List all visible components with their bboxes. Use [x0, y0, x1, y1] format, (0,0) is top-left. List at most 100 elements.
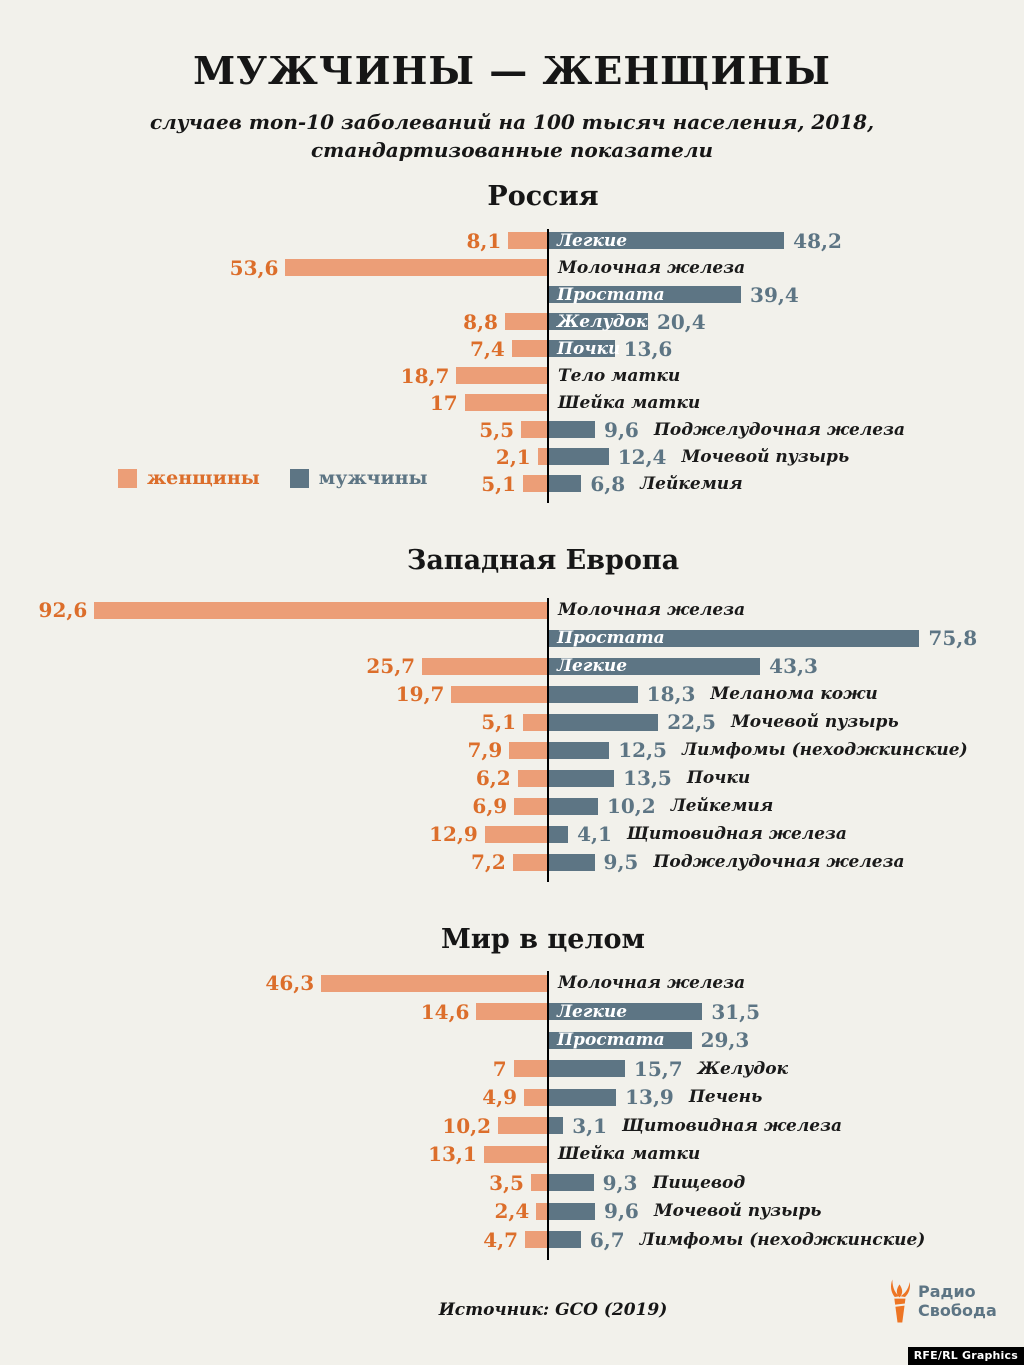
men-value-cluster: 6,8 Лейкемия: [590, 470, 742, 497]
men-value: 9,5: [603, 850, 639, 874]
women-bar: [483, 1145, 548, 1163]
men-value-cluster: 75,8: [928, 624, 977, 652]
women-bar: [537, 448, 548, 465]
women-value: 92,6: [38, 598, 88, 622]
men-value: 9,6: [604, 417, 639, 442]
women-value: 8,8: [463, 309, 498, 334]
men-value-cluster: 15,7 Желудок: [634, 1055, 788, 1084]
category-label: Мочевой пузырь: [681, 446, 850, 467]
women-value: 7: [492, 1056, 507, 1081]
men-bar: Простата: [548, 628, 920, 648]
chart-world: 46,3 Молочная железа 14,6 Легкие 31,5 Простат…: [0, 969, 1024, 1260]
chart-row: 4,9 13,9 Печень: [0, 1083, 1024, 1112]
chart-row: 92,6 Молочная железа: [0, 596, 1024, 624]
women-bar: [523, 1088, 548, 1106]
women-value: 5,5: [479, 417, 515, 442]
category-label: Легкие: [557, 230, 628, 251]
women-bar: [456, 367, 548, 384]
category-label: Молочная железа: [558, 600, 746, 620]
men-bar: [548, 741, 610, 759]
men-bar: Желудок: [548, 312, 648, 332]
men-value-cluster: 13,6: [624, 335, 673, 362]
brand-name-line1: Радио: [918, 1282, 976, 1301]
women-bar: [536, 1202, 548, 1220]
men-bar: [548, 1088, 617, 1106]
women-value: 6,2: [475, 766, 511, 790]
chart-row: Простата 29,3: [0, 1026, 1024, 1055]
men-value: 13,5: [623, 766, 672, 790]
axis-line: [547, 229, 549, 503]
women-bar: [321, 974, 548, 992]
chart-row: 4,7 6,7 Лимфомы (неходжкинские): [0, 1226, 1024, 1255]
chart-row: 3,5 9,3 Пищевод: [0, 1169, 1024, 1198]
women-value: 10,2: [442, 1113, 492, 1138]
men-value: 43,3: [769, 654, 818, 678]
category-label: Шейка матки: [558, 1144, 701, 1165]
men-bar: Легкие: [548, 1001, 703, 1022]
women-value: 2,1: [495, 444, 531, 469]
women-bar: [517, 769, 548, 787]
men-bar: [548, 685, 638, 703]
women-bar: [524, 1231, 548, 1249]
category-label: Мочевой пузырь: [730, 712, 899, 732]
category-label: Молочная железа: [558, 257, 746, 278]
legend-women-swatch: [118, 468, 137, 488]
men-value-cluster: 13,9 Печень: [625, 1083, 762, 1112]
category-label: Лимфомы (неходжкинские): [681, 740, 968, 760]
women-bar: [498, 1117, 548, 1135]
men-value: 29,3: [700, 1028, 750, 1053]
category-label: Легкие: [557, 1001, 628, 1022]
category-label: Лейкемия: [670, 796, 774, 816]
men-bar: [548, 421, 596, 438]
men-value-cluster: 13,5 Почки: [623, 764, 750, 792]
men-bar: Простата: [548, 285, 742, 305]
category-label: Поджелудочная железа: [653, 419, 905, 440]
women-bar: [504, 313, 548, 330]
men-bar: [548, 1202, 596, 1220]
women-value: 4,7: [483, 1227, 518, 1252]
men-value: 9,3: [602, 1170, 638, 1195]
men-value: 3,1: [572, 1113, 607, 1138]
men-bar: [548, 1231, 581, 1249]
women-bar: [285, 259, 548, 276]
brand-name-line2: Свобода: [918, 1301, 997, 1320]
chart-row: 13,1 Шейка матки: [0, 1140, 1024, 1169]
men-bar: [548, 769, 615, 787]
men-value-cluster: 12,4 Мочевой пузырь: [618, 443, 849, 470]
women-value: 3,5: [489, 1170, 524, 1195]
chart-row: 25,7 Легкие 43,3: [0, 652, 1024, 680]
men-bar: [548, 1174, 594, 1192]
chart-row: 18,7 Тело матки: [0, 362, 1024, 389]
men-value-cluster: 39,4: [750, 281, 799, 308]
men-value: 75,8: [928, 626, 978, 650]
credit-badge: RFE/RL Graphics: [907, 1347, 1024, 1365]
men-value: 13,6: [623, 336, 673, 361]
chart-row: 5,1 22,5 Мочевой пузырь: [0, 708, 1024, 736]
women-bar: [511, 340, 548, 357]
men-value: 48,2: [793, 228, 842, 253]
women-bar: [512, 853, 548, 871]
men-value-cluster: 48,2: [793, 227, 842, 254]
chart-row: 8,8 Желудок 20,4: [0, 308, 1024, 335]
page-subtitle-line1: случаев топ-10 заболеваний на 100 тысяч …: [149, 110, 875, 134]
category-label: Лейкемия: [640, 473, 743, 494]
men-bar: [548, 713, 659, 731]
men-value: 22,5: [667, 710, 716, 734]
men-value-cluster: 20,4: [657, 308, 706, 335]
category-label: Мочевой пузырь: [653, 1201, 822, 1222]
category-label: Щитовидная железа: [621, 1115, 842, 1136]
women-value: 18,7: [400, 363, 450, 388]
men-bar: Простата: [548, 1030, 692, 1050]
women-bar: [523, 475, 548, 492]
men-value-cluster: 9,5 Поджелудочная железа: [604, 848, 905, 876]
women-bar: [530, 1174, 548, 1192]
women-value: 4,9: [482, 1085, 517, 1110]
chart-russia: 8,1 Легкие 48,2 53,6 Молочная железа Простата…: [0, 227, 1024, 503]
men-value: 13,9: [625, 1085, 674, 1110]
chart-row: 5,1 6,8 Лейкемия: [0, 470, 1024, 497]
chart-row: 19,7 18,3 Меланома кожи: [0, 680, 1024, 708]
section-title-russia: Россия: [487, 181, 599, 212]
category-label: Пищевод: [652, 1172, 746, 1193]
men-value: 10,2: [606, 794, 656, 818]
category-label: Почки: [686, 768, 751, 788]
